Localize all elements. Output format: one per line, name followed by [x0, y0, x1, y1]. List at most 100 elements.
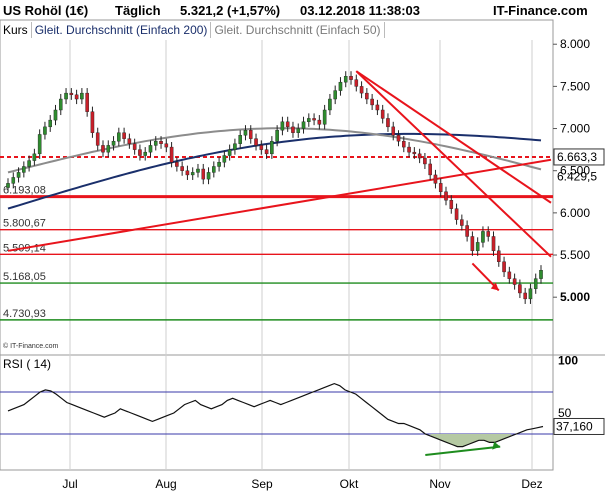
candle-body: [317, 119, 322, 125]
candle-body: [433, 174, 438, 184]
candle-body: [275, 130, 279, 142]
candle-body: [328, 98, 332, 111]
candle-body: [122, 132, 126, 139]
candle-body: [201, 168, 206, 180]
candle-body: [523, 292, 527, 300]
candle-body: [175, 162, 179, 167]
candle-body: [117, 132, 121, 142]
candle-body: [95, 132, 100, 146]
y-tick-label: 8.000: [560, 37, 590, 51]
candle-body: [407, 146, 411, 153]
price-label: 6.663,3: [557, 150, 597, 164]
candle-body: [11, 177, 16, 184]
x-tick-label: Jul: [62, 477, 77, 491]
candle-body: [460, 219, 464, 226]
price-arrow-head: [490, 282, 499, 291]
candle-body: [153, 140, 158, 146]
candle-body: [85, 92, 89, 112]
candle-body: [243, 130, 248, 136]
legend-kurs: Kurs: [0, 22, 32, 38]
candle-body: [22, 166, 26, 173]
candle-body: [53, 109, 58, 121]
candle-body: [169, 146, 174, 163]
candle-body: [486, 231, 491, 237]
candle-body: [475, 242, 480, 252]
y-tick-label: 5.500: [560, 248, 590, 262]
candle-body: [322, 109, 327, 125]
candle-body: [412, 151, 417, 155]
candle-body: [270, 140, 274, 155]
y-tick-label: 6.000: [560, 206, 590, 220]
price-label-box: [553, 148, 605, 166]
x-tick-label: Aug: [155, 477, 176, 491]
y-tick-label: 7.000: [560, 122, 590, 136]
legend-ma50: Gleit. Durchschnitt (Einfach 50): [211, 22, 385, 38]
price-label: 6.429,5: [557, 170, 597, 184]
candle-body: [465, 225, 469, 237]
candle-body: [90, 111, 95, 133]
candle-body: [212, 166, 216, 173]
level-label: 5.800,67: [3, 218, 46, 230]
candle-body: [185, 170, 190, 176]
candle-body: [296, 128, 301, 133]
candle-body: [438, 183, 443, 192]
candle-body: [349, 76, 353, 80]
x-tick-label: Dez: [521, 477, 542, 491]
candle-body: [48, 119, 53, 128]
x-tick-label: Okt: [340, 477, 359, 491]
candle-body: [491, 236, 496, 252]
candle-body: [6, 183, 10, 188]
rsi-arrow: [425, 445, 501, 456]
candle-body: [423, 157, 427, 165]
candle-body: [43, 126, 47, 135]
candle-body: [417, 153, 422, 159]
rsi-title: RSI ( 14): [3, 357, 51, 371]
candle-body: [444, 191, 448, 201]
candle-body: [264, 149, 269, 155]
trend-line: [355, 70, 552, 258]
candle-body: [190, 172, 195, 176]
watermark: © IT-Finance.com: [3, 342, 59, 350]
candle-body: [333, 90, 337, 100]
candle-body: [233, 143, 237, 150]
quote-datetime: 03.12.2018 11:38:03: [300, 3, 420, 18]
candle-body: [196, 168, 200, 173]
candle-body: [69, 92, 74, 96]
candle-body: [206, 172, 211, 180]
candle-body: [180, 166, 184, 171]
candle-body: [386, 118, 390, 128]
candle-body: [343, 76, 348, 83]
candle-body: [74, 94, 79, 100]
candle-body: [301, 121, 306, 129]
candle-body: [496, 250, 501, 262]
candle-body: [518, 284, 522, 294]
candle-body: [58, 98, 63, 111]
trend-line: [7, 158, 552, 252]
candle-body: [159, 140, 163, 144]
candle-body: [391, 126, 396, 136]
chart-header: US Rohöl (1€) Täglich 5.321,2 (+1,57%) 0…: [0, 0, 605, 20]
candle-body: [101, 145, 105, 153]
candle-body: [222, 155, 227, 163]
ma200-line: [7, 132, 542, 210]
candle-body: [238, 135, 242, 144]
candle-body: [248, 130, 253, 139]
x-tick-label: Nov: [429, 477, 450, 491]
candle-body: [111, 140, 116, 146]
candle-body: [127, 138, 132, 144]
candle-body: [359, 86, 364, 94]
rsi-tick-label: 50: [558, 406, 572, 420]
rsi-tick-label: 100: [558, 354, 578, 368]
level-label: 5.168,05: [3, 271, 46, 283]
trend-line: [355, 70, 552, 204]
interval-label: Täglich: [115, 3, 161, 18]
candle-body: [512, 278, 517, 285]
candle-body: [481, 231, 485, 243]
x-tick-label: Sep: [251, 477, 273, 491]
candle-body: [64, 92, 68, 100]
ma50-line: [7, 127, 542, 174]
candle-body: [365, 92, 369, 100]
level-label: 4.730,93: [3, 308, 46, 320]
y-tick-label: 6.500: [560, 164, 590, 178]
